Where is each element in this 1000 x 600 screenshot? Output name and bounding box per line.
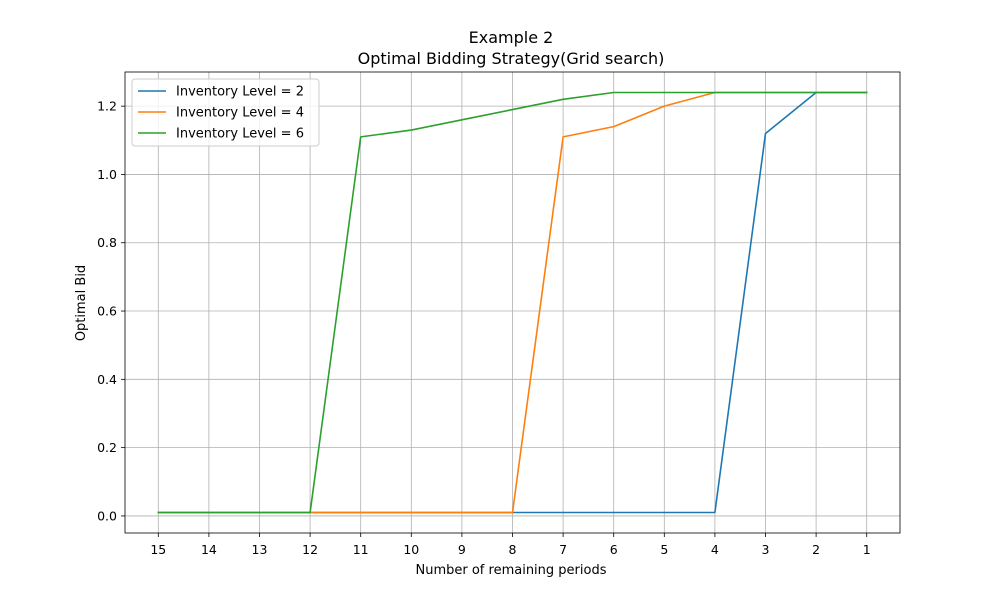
x-tick-label: 10	[403, 542, 419, 557]
x-axis-label: Number of remaining periods	[416, 563, 607, 578]
x-tick-label: 11	[353, 542, 369, 557]
x-tick-label: 7	[559, 542, 567, 557]
y-axis-ticks: 0.0 0.2 0.4 0.6 0.8 1.0 1.2	[97, 99, 125, 523]
y-tick-label: 1.0	[97, 167, 117, 182]
x-tick-label: 4	[711, 542, 719, 557]
x-tick-label: 5	[660, 542, 668, 557]
legend-label: Inventory Level = 2	[176, 85, 304, 100]
series-line-inventory-3	[157, 91, 868, 514]
x-tick-label: 3	[762, 542, 770, 557]
chart-subtitle: Optimal Bidding Strategy(Grid search)	[358, 49, 665, 68]
x-tick-label: 13	[252, 542, 268, 557]
x-tick-label: 15	[150, 542, 166, 557]
legend: Inventory Level = 2 Inventory Level = 4 In…	[131, 78, 320, 147]
legend-label: Inventory Level = 6	[176, 127, 304, 142]
x-tick-label: 9	[458, 542, 466, 557]
y-axis-label: Optimal Bid	[74, 265, 89, 341]
x-tick-label: 1	[863, 542, 871, 557]
grid-lines	[125, 72, 900, 533]
y-tick-label: 0.4	[97, 372, 117, 387]
chart-title: Example 2	[469, 28, 554, 47]
y-tick-label: 1.2	[97, 99, 117, 114]
y-tick-label: 0.0	[97, 508, 117, 523]
legend-box	[131, 78, 320, 147]
x-axis-ticks: 15 14 13 12 11 10 9 8 7 6 5 4 3 2 1	[150, 533, 871, 557]
y-tick-label: 0.8	[97, 235, 117, 250]
x-tick-label: 2	[812, 542, 820, 557]
x-tick-label: 8	[509, 542, 517, 557]
legend-label: Inventory Level = 4	[176, 106, 304, 121]
x-tick-label: 14	[201, 542, 217, 557]
y-tick-label: 0.6	[97, 304, 117, 319]
y-tick-label: 0.2	[97, 440, 117, 455]
series-lines	[157, 91, 868, 514]
x-tick-label: 6	[610, 542, 618, 557]
x-tick-label: 12	[302, 542, 318, 557]
